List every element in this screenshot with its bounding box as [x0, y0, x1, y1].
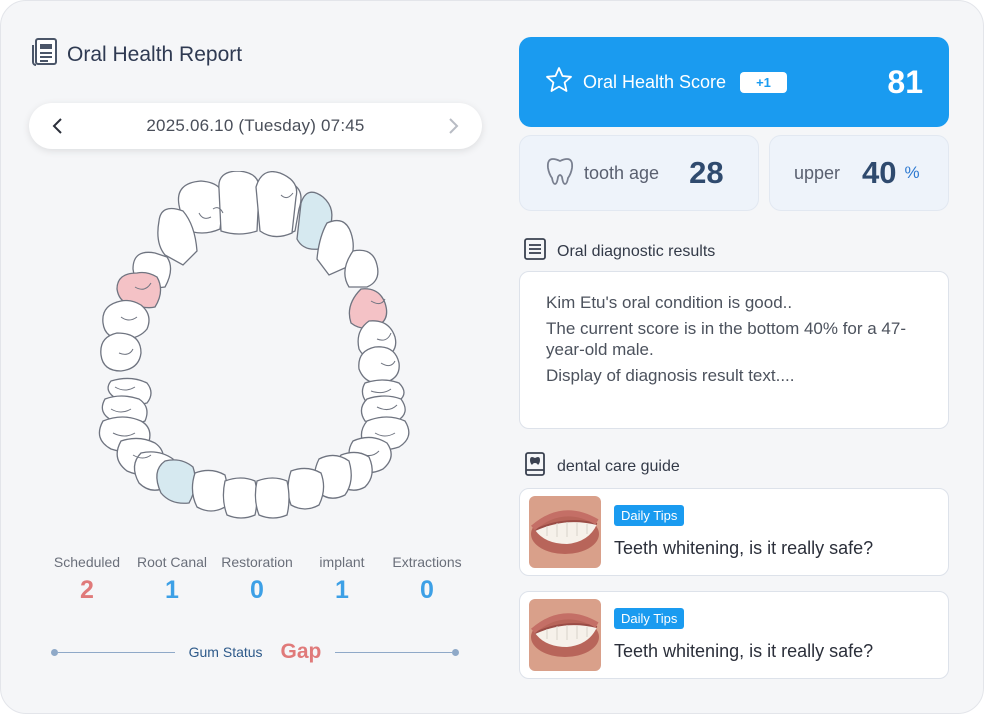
stat-scheduled: Scheduled 2: [45, 554, 129, 605]
tip-title[interactable]: Teeth whitening, is it really safe?: [614, 641, 874, 661]
stat-value: 2: [80, 576, 94, 604]
star-icon: [545, 66, 573, 99]
tooth: [218, 171, 260, 235]
page-title: Oral Health Report: [67, 42, 243, 66]
teeth-chart: [98, 171, 410, 519]
tooth: [156, 459, 196, 504]
tooth: [191, 469, 228, 512]
diagnosis-line: Kim Etu's oral condition is good..: [546, 293, 793, 312]
upper-label: upper: [794, 162, 841, 183]
stat-label: implant: [319, 554, 365, 570]
stat-value: 0: [420, 576, 434, 604]
tip-title[interactable]: Teeth whitening, is it really safe?: [614, 538, 874, 558]
divider-line: [58, 651, 175, 653]
divider-line: [335, 651, 453, 653]
tooth: [100, 332, 142, 372]
diagnosis-header: Oral diagnostic results: [523, 237, 715, 266]
list-icon: [523, 237, 547, 266]
diagnosis-line: The current score is in the bottom 40% f…: [546, 319, 907, 359]
stat-implant: implant 1: [300, 554, 384, 605]
tooth: [255, 171, 298, 238]
report-icon: [31, 37, 59, 72]
tooth: [116, 271, 162, 309]
upper-percentile-card: upper 40 %: [769, 135, 949, 211]
diagnosis-title: Oral diagnostic results: [557, 242, 716, 260]
upper-value: 40: [862, 155, 897, 190]
diagnosis-line: Display of diagnosis result text....: [546, 366, 795, 385]
page-header: Oral Health Report: [31, 37, 242, 72]
stat-label: Scheduled: [53, 554, 121, 570]
tooth: [157, 207, 198, 266]
smile-image: [529, 599, 601, 671]
guide-title: dental care guide: [557, 457, 680, 475]
guide-item[interactable]: Daily Tips Teeth whitening, is it really…: [519, 488, 949, 576]
tooth: [344, 249, 379, 288]
stat-value: 1: [335, 576, 349, 604]
score-label: Oral Health Score: [583, 71, 727, 92]
gum-status-label: Gum Status: [188, 644, 263, 660]
stat-root-canal: Root Canal 1: [130, 554, 214, 605]
divider-dot: [452, 648, 460, 656]
stat-extractions: Extractions 0: [385, 554, 469, 605]
tooth: [222, 477, 258, 519]
tip-tag: Daily Tips: [614, 505, 685, 526]
stat-label: Root Canal: [136, 554, 208, 570]
chevron-right-icon[interactable]: [446, 116, 460, 141]
stat-value: 1: [165, 576, 179, 604]
divider-dot: [51, 648, 58, 656]
tooth-age-value: 28: [689, 155, 724, 190]
guide-item-body: Daily Tips Teeth whitening, is it really…: [614, 505, 873, 559]
gum-status: Gum Status Gap: [51, 637, 460, 667]
treatment-stats: Scheduled 2 Root Canal 1 Restoration 0 i…: [45, 554, 469, 605]
tooth: [101, 395, 148, 425]
guide-item[interactable]: Daily Tips Teeth whitening, is it really…: [519, 591, 949, 679]
tooth-age-label: tooth age: [584, 162, 660, 183]
oral-health-score-card: Oral Health Score +1 81: [519, 37, 949, 127]
stat-label: Extractions: [392, 554, 462, 570]
stat-label: Restoration: [221, 554, 293, 570]
score-change-badge: +1: [740, 71, 787, 93]
date-label: 2025.06.10 (Tuesday) 07:45: [146, 116, 365, 135]
diagnosis-results: Kim Etu's oral condition is good.. The c…: [519, 271, 949, 429]
tooth: [254, 477, 290, 519]
upper-unit: %: [904, 163, 920, 182]
smile-image: [529, 496, 601, 568]
tooth-icon: [546, 156, 574, 191]
chevron-left-icon[interactable]: [51, 116, 65, 141]
guide-item-body: Daily Tips Teeth whitening, is it really…: [614, 608, 873, 662]
tooth: [358, 346, 400, 384]
score-value: 81: [887, 63, 923, 100]
tooth-age-card: tooth age 28: [519, 135, 759, 211]
guide-header: dental care guide: [523, 451, 680, 482]
stat-restoration: Restoration 0: [215, 554, 299, 605]
gum-status-value: Gap: [280, 640, 322, 663]
book-icon: [523, 451, 547, 482]
tip-tag: Daily Tips: [614, 608, 685, 629]
tooth: [287, 467, 325, 510]
date-navigator: 2025.06.10 (Tuesday) 07:45: [29, 103, 482, 149]
stat-value: 0: [250, 576, 264, 604]
